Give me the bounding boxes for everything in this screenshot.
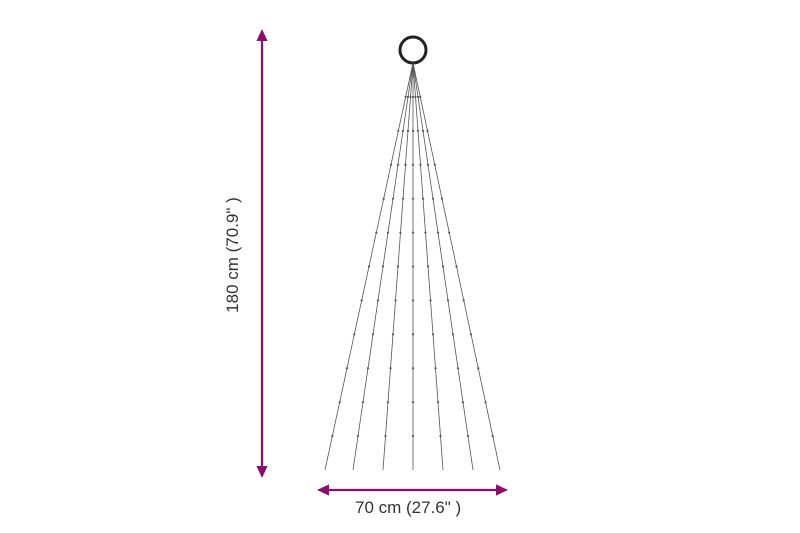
height-dimension-label: 180 cm (70.9" ) <box>223 197 243 313</box>
diagram-container: 180 cm (70.9" ) 70 cm (27.6" ) <box>0 0 800 533</box>
dimension-diagram <box>0 0 800 533</box>
width-dimension-label: 70 cm (27.6" ) <box>355 498 461 518</box>
